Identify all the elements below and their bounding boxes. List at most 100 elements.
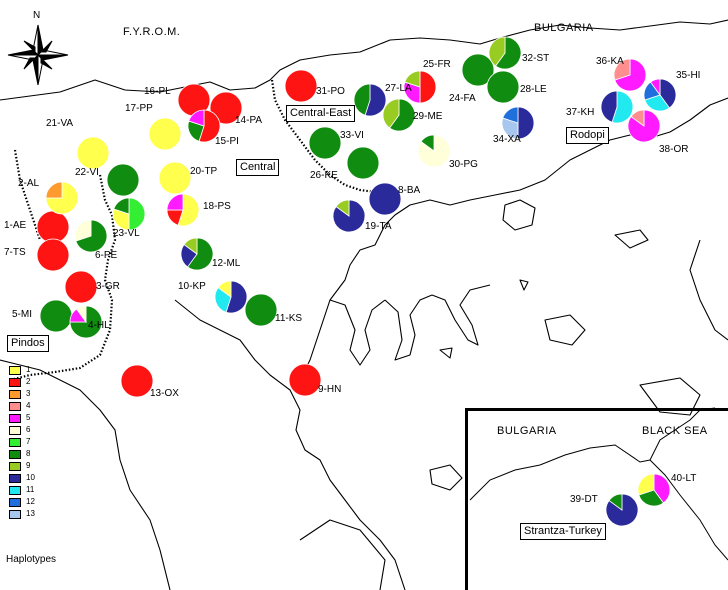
- inset-black-sea-label: BLACK SEA: [642, 425, 708, 437]
- pie-slice-haplotype-7: [128, 197, 146, 231]
- pie-slice-haplotype-8: [353, 83, 371, 116]
- pie-slice-haplotype-6: [76, 305, 87, 324]
- site-label-10-kp: 10-KP: [178, 281, 206, 292]
- legend-label: 13: [26, 509, 35, 518]
- legend-label: 2: [26, 377, 31, 386]
- site-label-9-hn: 9-HN: [318, 384, 342, 395]
- pie-slice-haplotype-8: [187, 237, 214, 271]
- site-label-19-ta: 19-TA: [365, 221, 392, 232]
- pie-10-kp: [214, 280, 248, 314]
- pie-slice-haplotype-2: [209, 91, 243, 125]
- site-label-14-pa: 14-PA: [235, 115, 263, 126]
- pie-slice-haplotype-9: [382, 98, 400, 129]
- legend-swatch: [9, 486, 21, 495]
- pie-14-pa: [209, 91, 243, 125]
- inset-country-bulgaria: BULGARIA: [497, 425, 557, 437]
- site-label-34-xa: 34-XA: [493, 134, 521, 145]
- legend-swatch: [9, 510, 21, 519]
- pie-slice-haplotype-1: [76, 136, 110, 170]
- pie-slice-haplotype-8: [638, 489, 664, 507]
- legend-swatch: [9, 366, 21, 375]
- legend-item-6: 6: [8, 424, 38, 436]
- pie-31-po: [284, 69, 318, 103]
- pie-slice-haplotype-10: [600, 90, 618, 123]
- pie-slice-haplotype-8: [420, 134, 435, 152]
- pie-slice-haplotype-8: [106, 163, 140, 197]
- legend-item-9: 9: [8, 460, 38, 472]
- pie-32-st: [488, 36, 522, 70]
- site-label-27-la: 27-LA: [385, 83, 412, 94]
- site-label-8-ba: 8-BA: [398, 185, 421, 196]
- pie-21-va: [76, 136, 110, 170]
- site-label-1-ae: 1-AE: [4, 220, 27, 231]
- pie-slice-haplotype-1: [637, 473, 655, 496]
- country-label-bulgaria: BULGARIA: [534, 22, 594, 34]
- site-label-24-fa: 24-FA: [449, 93, 476, 104]
- legend-label: 8: [26, 449, 31, 458]
- site-label-40-lt: 40-LT: [671, 473, 697, 484]
- site-label-29-me: 29-ME: [413, 111, 443, 122]
- pie-17-pp: [148, 117, 182, 151]
- legend-item-13: 13: [8, 508, 38, 520]
- legend-swatch: [9, 438, 21, 447]
- pie-slice-haplotype-2: [288, 363, 322, 397]
- region-central-east: Central-East: [286, 105, 356, 122]
- pie-slice-haplotype-1: [148, 117, 182, 151]
- region-rodopi: Rodopi: [566, 127, 609, 144]
- site-label-7-ts: 7-TS: [4, 247, 26, 258]
- legend-swatch: [9, 474, 21, 483]
- site-label-6-pe: 6-PE: [95, 250, 118, 261]
- pie-11-ks: [244, 293, 278, 327]
- legend-swatch: [9, 402, 21, 411]
- chalkidiki-2: [384, 294, 433, 361]
- pie-slice-haplotype-1: [112, 208, 130, 231]
- legend-swatch: [9, 462, 21, 471]
- site-label-18-ps: 18-PS: [203, 201, 231, 212]
- site-label-32-st: 32-ST: [522, 53, 550, 64]
- site-label-30-pg: 30-PG: [449, 159, 478, 170]
- legend-swatch: [9, 378, 21, 387]
- pie-24-fa: [461, 53, 495, 87]
- region-strantza-turkey: Strantza-Turkey: [520, 523, 606, 540]
- legend-swatch: [9, 414, 21, 423]
- pie-slice-haplotype-9: [404, 70, 421, 88]
- pie-slice-haplotype-4: [630, 109, 645, 127]
- compass-north-label: N: [33, 10, 41, 21]
- pie-slice-haplotype-2: [284, 69, 318, 103]
- legend-item-3: 3: [8, 388, 38, 400]
- pie-slice-haplotype-8: [486, 70, 520, 104]
- site-label-37-kh: 37-KH: [566, 107, 595, 118]
- site-label-23-vl: 23-VL: [113, 228, 140, 239]
- legend-swatch: [9, 390, 21, 399]
- haplotype-legend: 1 2 3 4 5 6 7 8 9 10 11 12 13: [8, 364, 38, 520]
- small-island-2: [519, 279, 529, 291]
- legend-label: 10: [26, 473, 35, 482]
- pie-30-pg: [417, 134, 451, 168]
- pie-slice-haplotype-8: [39, 299, 73, 333]
- pie-slice-haplotype-5: [653, 473, 671, 504]
- skyros-island: [429, 464, 463, 491]
- legend-item-4: 4: [8, 400, 38, 412]
- inset-coast-2: [649, 459, 728, 561]
- site-label-3-gr: 3-GR: [96, 281, 120, 292]
- site-label-12-ml: 12-ML: [212, 258, 241, 269]
- pie-slice-haplotype-8: [461, 53, 495, 87]
- pie-slice-haplotype-8: [69, 305, 103, 339]
- inset-border: [469, 444, 651, 501]
- site-label-38-or: 38-OR: [659, 144, 689, 155]
- site-label-13-ox: 13-OX: [150, 388, 179, 399]
- pie-8-ba: [368, 182, 402, 216]
- compass-rose: [7, 24, 69, 86]
- pie-22-vi: [106, 163, 140, 197]
- lemnos-island: [544, 314, 586, 346]
- lesbos-island: [639, 377, 701, 416]
- pie-slice-haplotype-9: [183, 237, 198, 255]
- country-label-fyrom: F.Y.R.O.M.: [123, 26, 181, 38]
- pie-slice-haplotype-8: [113, 197, 130, 215]
- pie-slice-haplotype-8: [495, 36, 522, 70]
- legend-label: 12: [26, 497, 35, 506]
- site-label-28-le: 28-LE: [520, 84, 547, 95]
- euboea-island: [299, 519, 386, 590]
- pie-2-al: [45, 181, 79, 215]
- site-label-39-dt: 39-DT: [570, 494, 598, 505]
